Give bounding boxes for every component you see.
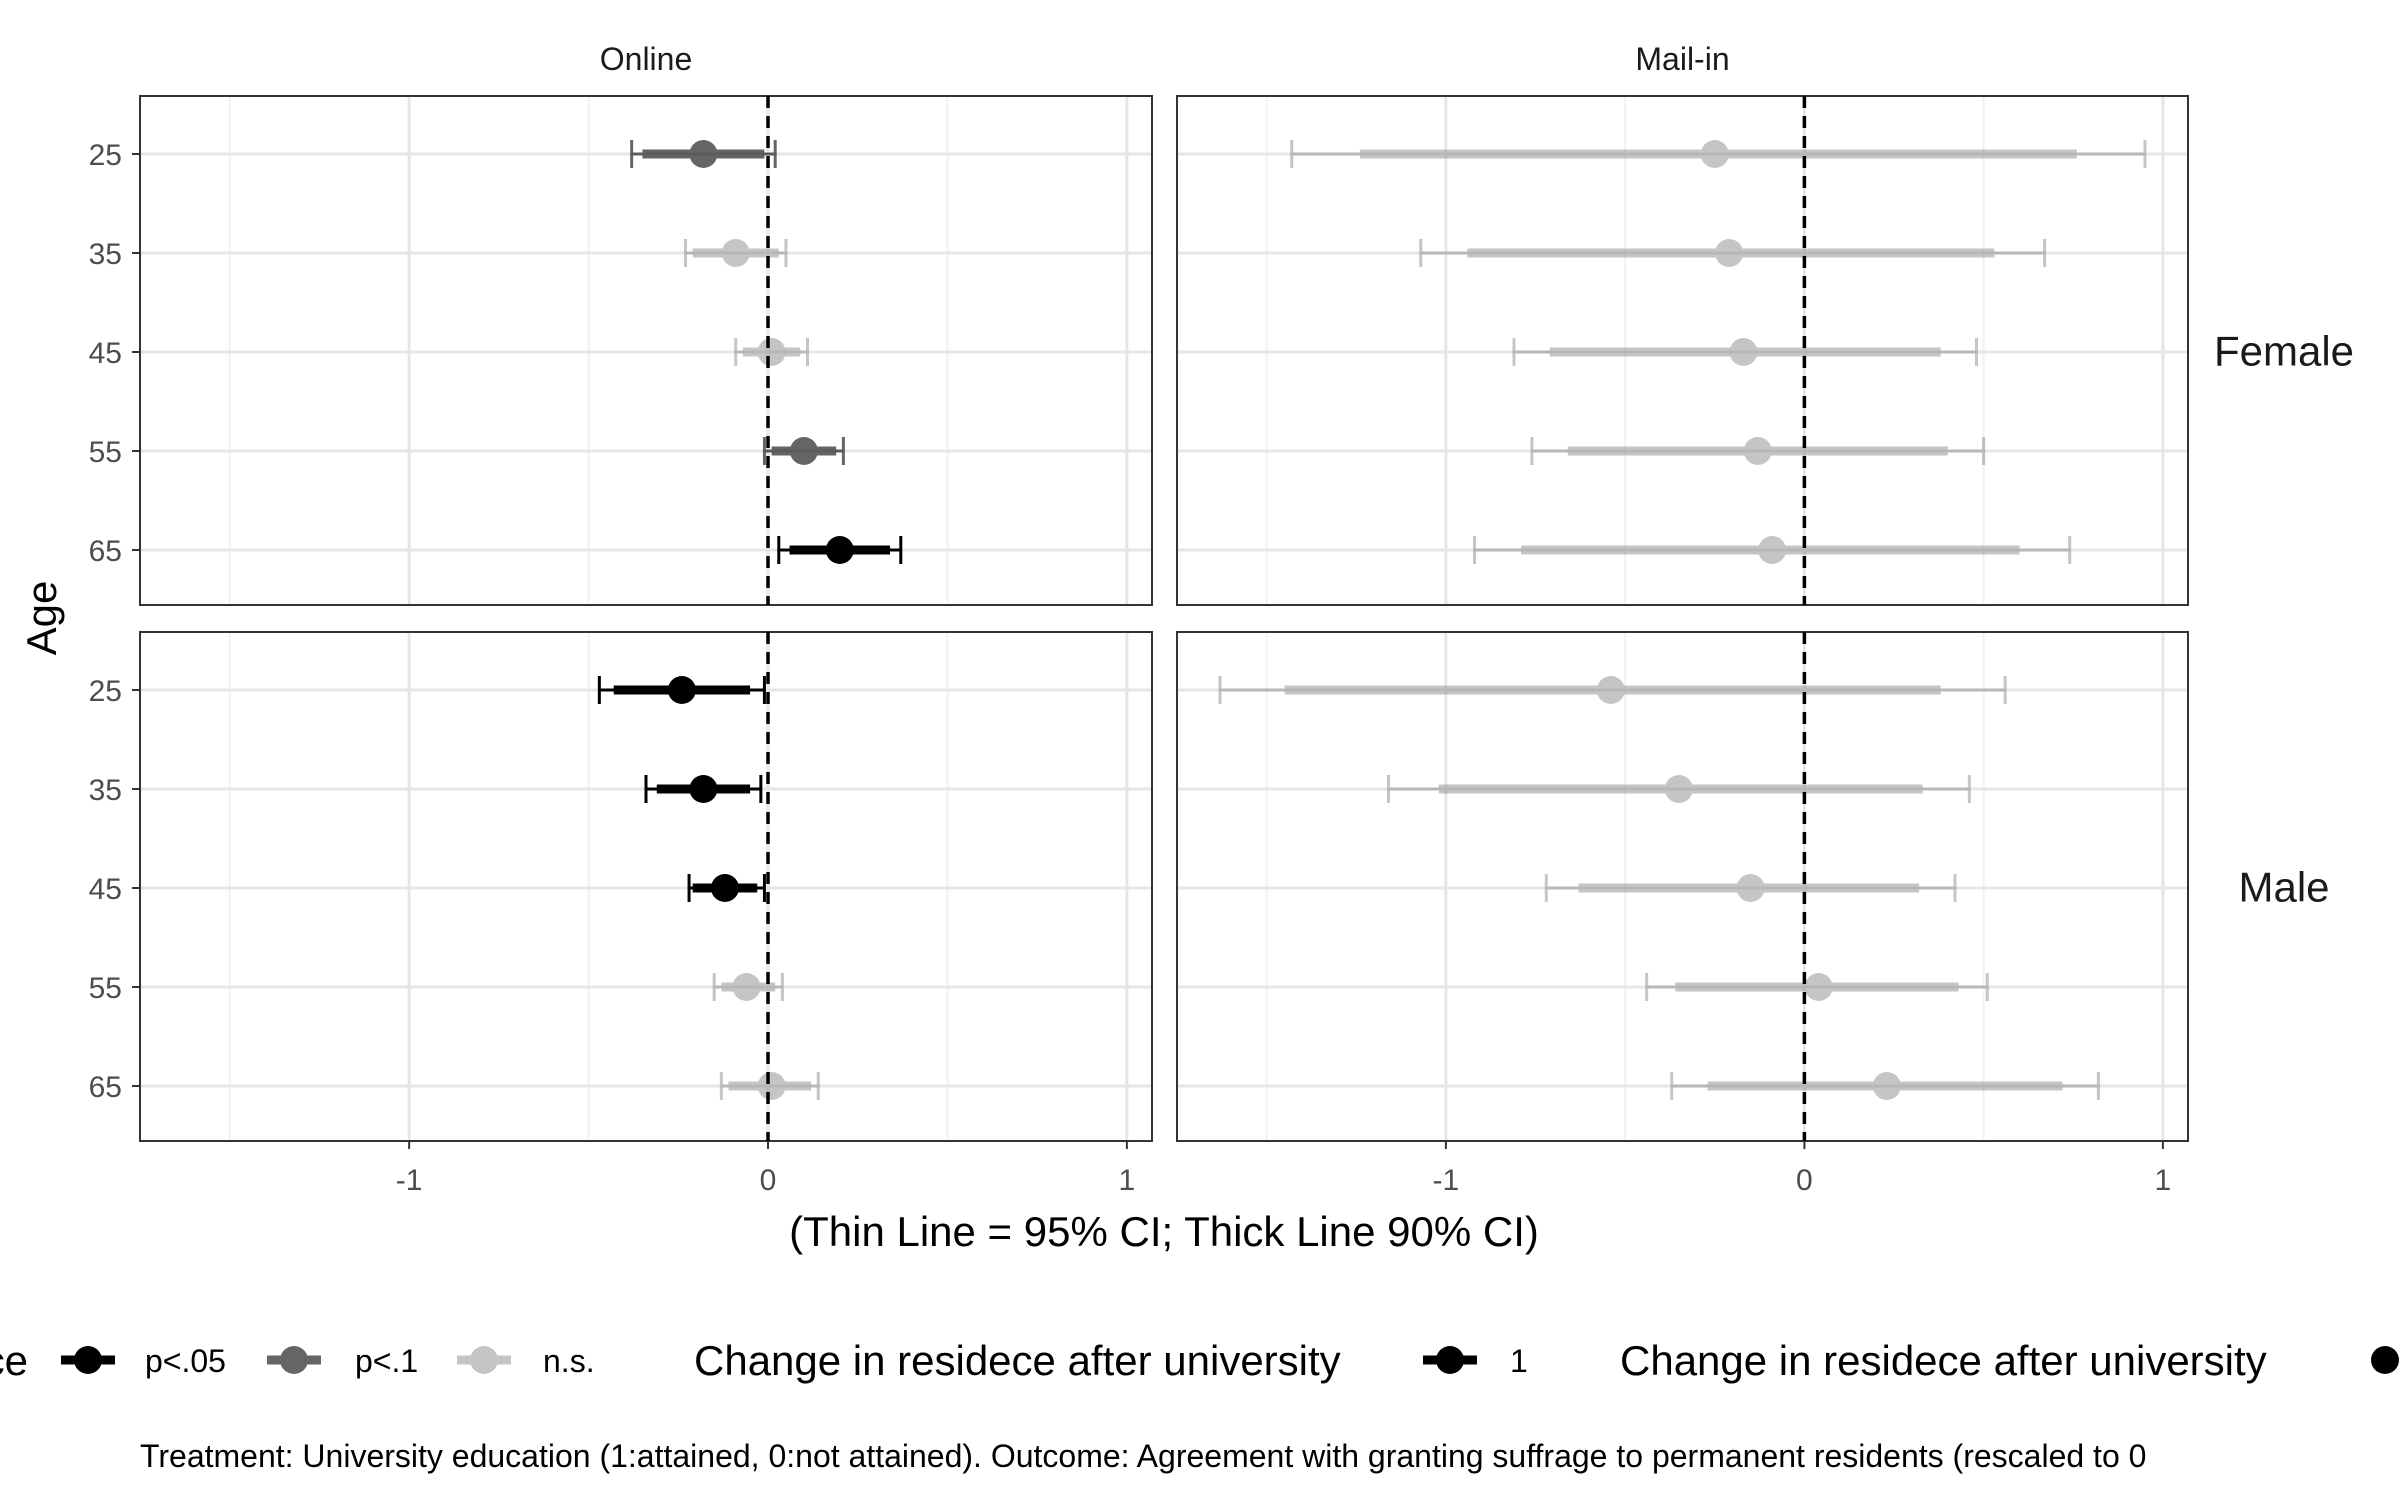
point-estimate <box>1664 775 1693 803</box>
point-estimate <box>757 338 786 366</box>
coefficient-point-group <box>777 536 903 564</box>
point-estimate <box>710 874 739 902</box>
point-estimate <box>825 536 854 564</box>
x-tick-label: 1 <box>1119 1164 1136 1197</box>
point-estimate <box>1736 874 1765 902</box>
x-tick-label: -1 <box>1433 1164 1460 1197</box>
coefficient-point-group <box>683 239 788 267</box>
y-tick-label: 25 <box>89 675 122 708</box>
point-estimate <box>1729 338 1758 366</box>
point-estimate <box>1715 239 1744 267</box>
point-estimate <box>721 239 750 267</box>
point-estimate <box>689 140 718 168</box>
legend-key <box>1423 1346 1477 1374</box>
point-estimate <box>1872 1072 1901 1100</box>
point-estimate <box>732 973 761 1001</box>
coefficient-point-group <box>712 973 784 1001</box>
point-estimate <box>757 1072 786 1100</box>
coefficient-point-group <box>630 140 777 168</box>
facet-row-label: Female <box>2214 328 2354 375</box>
legend-key-point <box>2371 1346 2399 1374</box>
coefficient-point-group <box>1670 1072 2100 1100</box>
legend-key <box>267 1346 321 1374</box>
legend-key <box>2371 1346 2399 1374</box>
x-tick-label: 0 <box>1796 1164 1813 1197</box>
y-tick-label: 45 <box>89 337 122 370</box>
coefficient-point-group <box>1473 536 2072 564</box>
caption: Treatment: University education (1:attai… <box>140 1438 2146 1474</box>
legend-key-point <box>470 1346 498 1374</box>
coefficient-point-group <box>1530 437 1986 465</box>
panel-border <box>1176 95 2189 606</box>
coefficient-point-group <box>597 676 766 704</box>
legend-title: Change in residece after university <box>694 1337 1341 1384</box>
y-tick-label: 65 <box>89 1071 122 1104</box>
y-tick-label: 25 <box>89 139 122 172</box>
legend-key <box>457 1346 511 1374</box>
y-tick-label: 45 <box>89 873 122 906</box>
y-tick-label: 55 <box>89 972 122 1005</box>
legend-key <box>61 1346 115 1374</box>
legend-label: p<.05 <box>145 1343 226 1379</box>
y-tick-label: 55 <box>89 436 122 469</box>
panel-border <box>1176 631 2189 1142</box>
point-estimate <box>1596 676 1625 704</box>
x-tick-label: 1 <box>2155 1164 2172 1197</box>
point-estimate <box>1804 973 1833 1001</box>
legend-key-point <box>1436 1346 1464 1374</box>
facet-column-label: Online <box>600 41 693 77</box>
coefficient-point-group <box>1218 676 2007 704</box>
point-estimate <box>1743 437 1772 465</box>
legend-key-point <box>280 1346 308 1374</box>
legend-title: Change in residece after university <box>1620 1337 2267 1384</box>
y-tick-label: 35 <box>89 238 122 271</box>
coefficient-point-group <box>687 874 766 902</box>
coefficient-point-group <box>1544 874 1957 902</box>
facet-row-label: Male <box>2238 864 2329 911</box>
coefficient-point-group <box>1512 338 1978 366</box>
panel-border <box>139 95 1153 606</box>
coefficient-point-group <box>734 338 809 366</box>
coefficient-point-group <box>719 1072 820 1100</box>
coefficient-point-group <box>1290 140 2147 168</box>
facet-column-label: Mail-in <box>1635 41 1729 77</box>
y-tick-label: 65 <box>89 535 122 568</box>
coefficient-point-group <box>644 775 763 803</box>
coefficient-point-group <box>1645 973 1989 1001</box>
point-estimate <box>1700 140 1729 168</box>
x-axis-title: (Thin Line = 95% CI; Thick Line 90% CI) <box>789 1208 1539 1255</box>
point-estimate <box>1758 536 1787 564</box>
panel-border <box>139 631 1153 1142</box>
point-estimate <box>789 437 818 465</box>
x-tick-label: 0 <box>760 1164 777 1197</box>
legend-key-point <box>74 1346 102 1374</box>
coefficient-point-group <box>1419 239 2047 267</box>
y-axis-title: Age <box>18 581 65 656</box>
legend-label: 1 <box>1510 1343 1528 1379</box>
legend-label: n.s. <box>543 1343 595 1379</box>
coefficient-point-group <box>762 437 845 465</box>
legend-title: ce <box>0 1337 28 1384</box>
point-estimate <box>689 775 718 803</box>
x-tick-label: -1 <box>396 1164 423 1197</box>
legend-label: p<.1 <box>355 1343 418 1379</box>
coefficient-point-group <box>1387 775 1971 803</box>
y-tick-label: 35 <box>89 774 122 807</box>
point-estimate <box>667 676 696 704</box>
